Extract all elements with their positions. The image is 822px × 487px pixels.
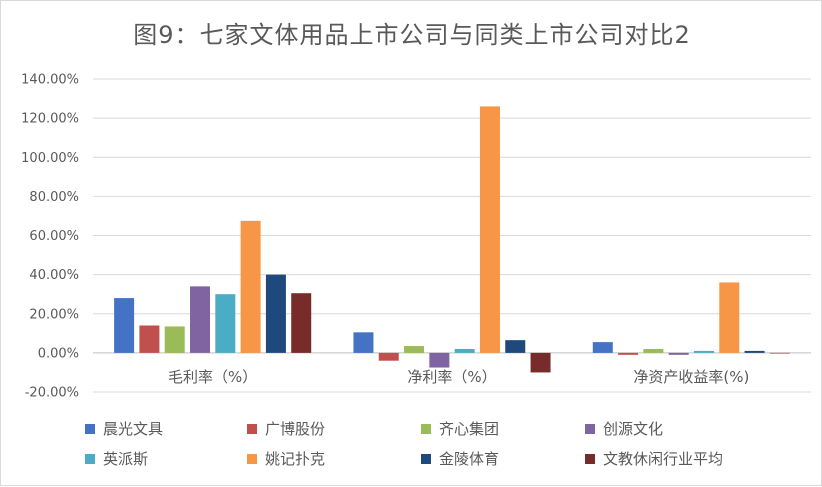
legend-swatch [421,453,431,464]
bar [265,274,286,353]
y-tick-label: 140.00% [21,73,79,88]
bar [215,294,236,353]
legend-swatch [247,423,257,434]
legend-swatch [421,423,431,434]
y-tick-label: 80.00% [29,190,79,205]
x-category-label: 净利率（%） [407,368,496,386]
bar [693,350,714,353]
legend-item: 广博股份 [247,419,325,439]
bar [291,293,312,353]
gridlines [93,78,811,393]
legend-label: 广博股份 [265,420,326,438]
legend-label: 晨光文具 [103,420,164,438]
legend-label: 英派斯 [103,450,149,468]
x-category-label: 净资产收益率(%) [633,368,749,386]
y-tick-label: 20.00% [29,307,79,322]
legend-item: 晨光文具 [85,419,163,439]
bar [719,282,740,353]
legend-swatch [85,423,95,434]
legend-label: 创源文化 [603,420,664,438]
y-tick-label: 60.00% [29,229,79,244]
legend-label: 齐心集团 [439,420,500,438]
legend-item: 创源文化 [585,419,663,439]
bars [114,106,790,373]
y-tick-label: 0.00% [38,346,79,361]
legend-item: 文教休闲行业平均 [585,449,723,469]
bar [668,352,689,355]
bar [643,348,664,353]
bar [618,352,639,355]
bar [240,220,261,353]
bar [139,325,160,353]
bar [592,342,613,353]
bar [378,352,399,361]
y-tick-label: 120.00% [21,112,79,127]
bar [164,326,185,353]
bar [353,332,374,353]
bar [114,298,135,353]
chart-title: 图9：七家文体用品上市公司与同类上市公司对比2 [133,21,691,49]
bar [190,286,211,353]
bar [454,348,475,353]
legend-swatch [247,453,257,464]
legend-swatch [585,423,595,434]
legend-swatch [85,453,95,464]
y-tick-label: 40.00% [29,268,79,283]
legend-item: 齐心集团 [421,419,499,439]
legend-label: 姚记扑克 [265,450,326,468]
x-axis-category-labels: 毛利率（%） 净利率（%） 净资产收益率(%) [168,368,749,386]
legend-swatch [585,453,595,464]
bar [769,352,790,354]
bar [744,350,765,353]
legend-item: 英派斯 [85,449,148,469]
x-category-label: 毛利率（%） [168,368,257,386]
bar [429,352,450,368]
bar [505,340,526,353]
legend-item: 姚记扑克 [247,449,325,469]
y-tick-label: -20.00% [25,386,79,401]
bar [479,106,500,353]
legend-label: 文教休闲行业平均 [603,450,724,468]
bar [530,352,551,373]
y-axis-tick-labels: -20.00% 0.00% 20.00% 40.00% 60.00% 80.00% 100.… [21,73,79,401]
y-tick-label: 100.00% [21,151,79,166]
legend-label: 金陵体育 [439,450,500,468]
bar [404,346,425,353]
legend-item: 金陵体育 [421,449,499,469]
